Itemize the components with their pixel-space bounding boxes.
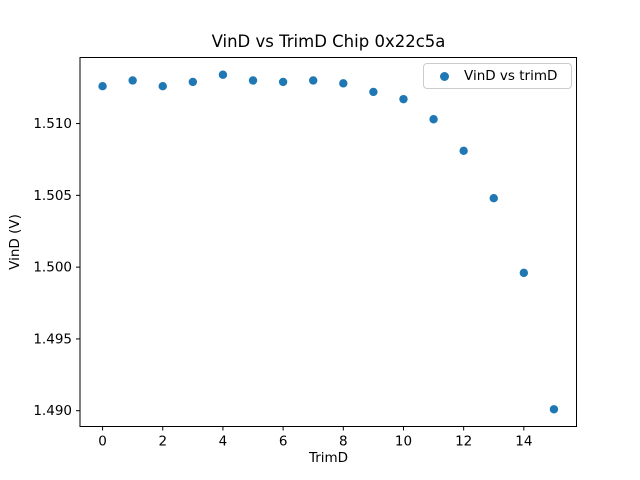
legend: VinD vs trimD bbox=[423, 63, 572, 89]
data-point bbox=[98, 82, 107, 91]
x-tick-label: 2 bbox=[158, 434, 167, 450]
data-point bbox=[218, 70, 228, 79]
x-tick-label: 14 bbox=[515, 434, 532, 450]
data-point bbox=[549, 405, 559, 414]
x-tick-label: 10 bbox=[395, 434, 412, 450]
y-tick-label: 1.505 bbox=[33, 188, 72, 204]
y-tick-label: 1.510 bbox=[33, 116, 72, 132]
data-point bbox=[339, 79, 348, 88]
x-tick-label: 6 bbox=[279, 434, 288, 450]
y-axis-label: VinD (V) bbox=[7, 214, 23, 270]
data-point bbox=[158, 82, 167, 91]
x-tick-label: 4 bbox=[219, 434, 228, 450]
legend-label: VinD vs trimD bbox=[464, 68, 558, 84]
data-point bbox=[278, 77, 288, 87]
y-tick-label: 1.495 bbox=[33, 331, 72, 347]
data-point bbox=[369, 87, 378, 97]
axes-frame bbox=[79, 57, 577, 427]
data-point bbox=[248, 76, 258, 85]
x-tick-label: 0 bbox=[98, 434, 107, 450]
y-tick-label: 1.490 bbox=[33, 403, 72, 419]
data-point bbox=[399, 94, 408, 104]
data-point bbox=[429, 115, 438, 124]
data-point bbox=[459, 146, 468, 156]
y-tick-label: 1.500 bbox=[33, 260, 72, 276]
x-axis-label: TrimD bbox=[308, 450, 349, 466]
data-point bbox=[519, 268, 529, 278]
data-point bbox=[489, 194, 498, 203]
data-point bbox=[188, 77, 198, 87]
x-tick-label: 12 bbox=[455, 434, 472, 450]
data-point bbox=[128, 76, 137, 85]
data-point bbox=[309, 76, 318, 85]
chart-title: VinD vs TrimD Chip 0x22c5a bbox=[211, 32, 446, 51]
x-tick-label: 8 bbox=[339, 434, 348, 450]
legend-marker-circle-icon bbox=[440, 71, 449, 81]
